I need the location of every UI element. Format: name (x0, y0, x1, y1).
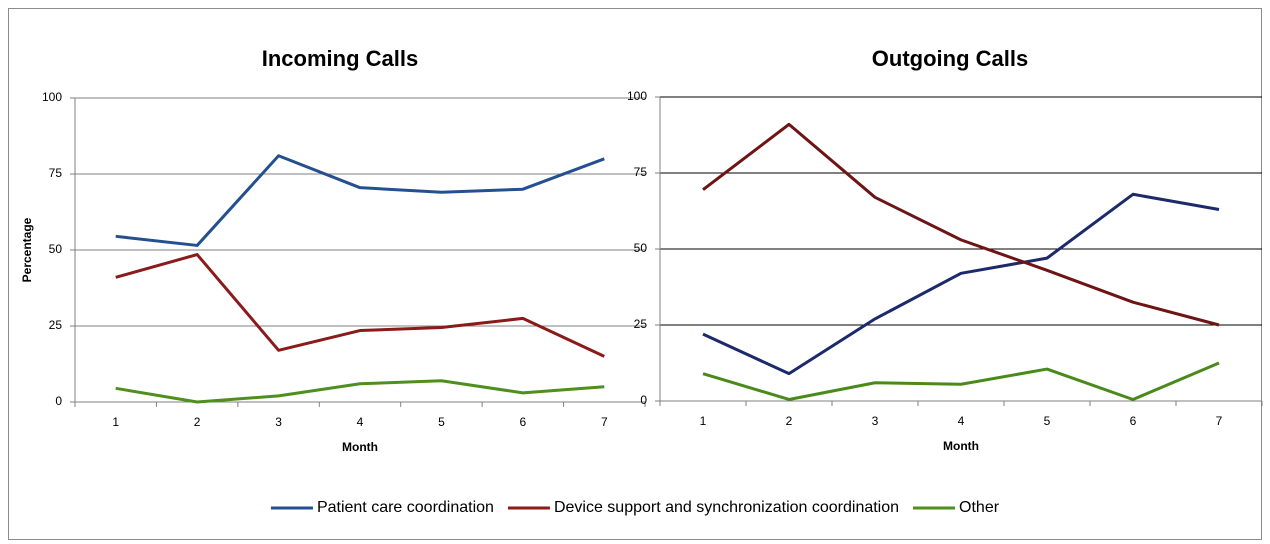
x-tick-label: 6 (520, 415, 527, 429)
series-line (702, 192, 1220, 376)
y-tick-label: 100 (42, 90, 62, 104)
chart-title: Incoming Calls (262, 46, 418, 71)
x-tick-label: 4 (958, 414, 965, 428)
x-tick-label: 4 (357, 415, 364, 429)
y-tick-label: 25 (49, 318, 63, 332)
y-tick-label: 75 (634, 165, 648, 179)
x-tick-label: 7 (601, 415, 608, 429)
y-tick-label: 75 (49, 166, 63, 180)
y-tick-label: 25 (634, 317, 648, 331)
y-tick-label: 0 (55, 394, 62, 408)
x-tick-label: 2 (194, 415, 201, 429)
x-tick-label: 5 (1044, 414, 1051, 428)
x-tick-label: 1 (112, 415, 119, 429)
x-tick-label: 3 (275, 415, 282, 429)
x-axis-label: Month (943, 439, 979, 453)
y-tick-label: 50 (634, 241, 648, 255)
y-tick-label: 0 (640, 393, 647, 407)
x-axis-label: Month (342, 440, 378, 454)
series-line (702, 122, 1220, 327)
series-line (115, 253, 605, 358)
series-line (115, 154, 605, 247)
x-tick-label: 2 (786, 414, 793, 428)
x-tick-label: 5 (438, 415, 445, 429)
x-tick-label: 6 (1130, 414, 1137, 428)
x-tick-label: 1 (700, 414, 707, 428)
series-line (702, 361, 1220, 401)
frame (8, 8, 1262, 540)
chart-title: Outgoing Calls (872, 46, 1028, 71)
legend-label: Other (959, 499, 1000, 516)
y-axis-label: Percentage (20, 217, 34, 282)
y-tick-label: 100 (627, 89, 647, 103)
y-tick-label: 50 (49, 242, 63, 256)
x-tick-label: 3 (872, 414, 879, 428)
legend-label: Patient care coordination (317, 499, 494, 516)
legend-label: Device support and synchronization coord… (554, 499, 899, 516)
x-tick-label: 7 (1216, 414, 1223, 428)
series-line (115, 379, 605, 404)
